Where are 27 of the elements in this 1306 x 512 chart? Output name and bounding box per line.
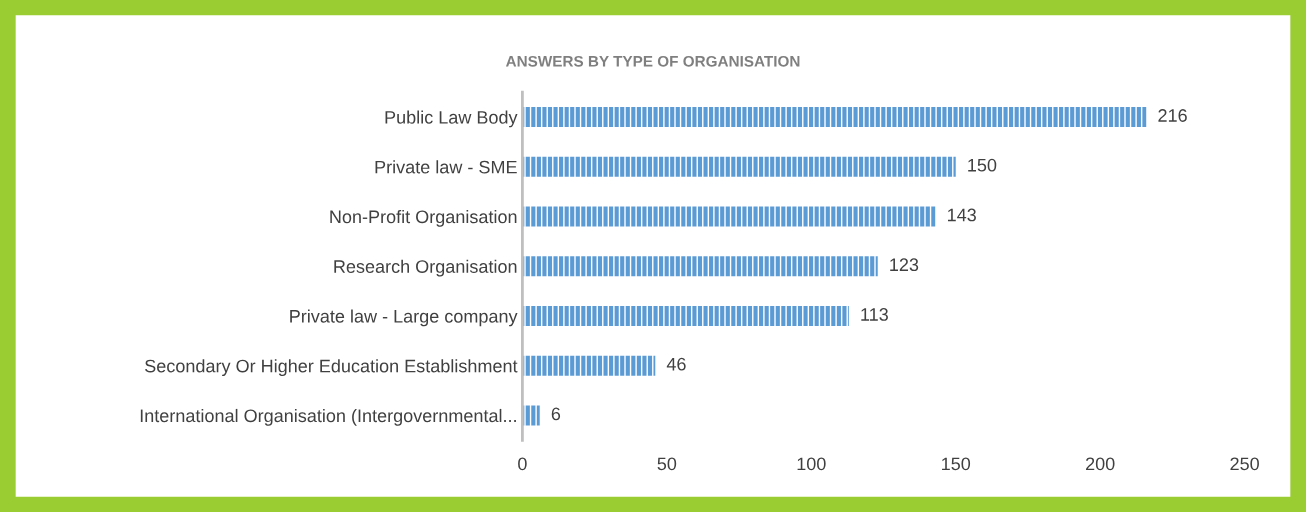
chart-title: ANSWERS BY TYPE OF ORGANISATION bbox=[505, 55, 800, 67]
data-label: 113 bbox=[861, 308, 888, 321]
bar bbox=[522, 256, 878, 277]
bar bbox=[522, 306, 849, 326]
x-tick-label: 100 bbox=[797, 457, 826, 471]
data-label: 6 bbox=[551, 407, 561, 421]
bar bbox=[522, 156, 956, 177]
x-tick-label: 50 bbox=[657, 457, 677, 471]
x-tick-label: 200 bbox=[1086, 457, 1115, 471]
x-tick-label: 0 bbox=[518, 457, 527, 471]
data-label: 123 bbox=[890, 258, 919, 272]
y-tick-label: Research Organisation bbox=[334, 259, 517, 277]
y-tick-label: Private law - Large company bbox=[290, 309, 518, 327]
bar bbox=[522, 355, 656, 376]
x-tick-label: 250 bbox=[1230, 457, 1259, 471]
data-label: 46 bbox=[666, 357, 686, 371]
y-tick-label: Secondary Or Higher Education Establishment bbox=[145, 359, 518, 376]
y-tick-label: International Organisation (Intergovernmental... bbox=[140, 408, 516, 426]
bar bbox=[522, 206, 936, 227]
data-label: 143 bbox=[948, 208, 976, 222]
y-tick-label: Public Law Body bbox=[385, 110, 518, 128]
bar bbox=[522, 107, 1147, 127]
x-tick-label: 150 bbox=[942, 457, 971, 471]
data-label: 216 bbox=[1158, 109, 1187, 122]
y-tick-label: Non-Profit Organisation bbox=[330, 209, 517, 227]
y-tick-label: Private law - SME bbox=[375, 160, 517, 174]
data-label: 150 bbox=[968, 158, 997, 172]
